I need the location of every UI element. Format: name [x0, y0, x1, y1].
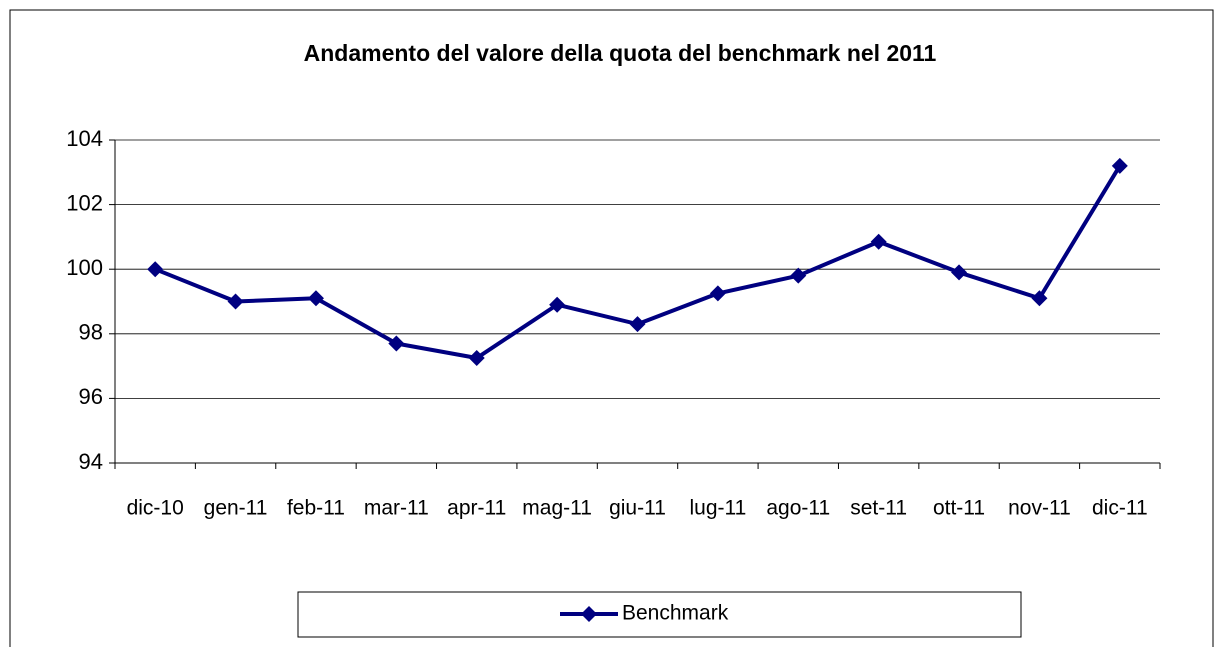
marker — [870, 233, 887, 250]
x-tick-label: nov-11 — [1008, 497, 1071, 520]
x-tick-label: apr-11 — [447, 497, 506, 520]
x-tick-label: lug-11 — [689, 497, 746, 520]
x-tick-label: gen-11 — [204, 497, 268, 520]
y-tick-label: 100 — [66, 255, 103, 280]
marker — [227, 293, 244, 310]
x-tick-label: dic-11 — [1092, 497, 1148, 520]
marker — [790, 267, 807, 284]
marker — [1031, 290, 1048, 307]
legend-marker — [581, 606, 597, 622]
y-tick-label: 102 — [66, 190, 103, 215]
marker — [147, 261, 164, 278]
legend-box — [297, 591, 1022, 638]
marker — [549, 296, 566, 313]
chart-title: Andamento del valore della quota del ben… — [304, 40, 937, 66]
legend-label: Benchmark — [622, 602, 729, 625]
x-tick-label: mag-11 — [522, 497, 592, 520]
marker — [951, 264, 968, 281]
x-tick-label: feb-11 — [287, 497, 345, 520]
y-tick-label: 94 — [79, 449, 103, 474]
marker — [1111, 157, 1128, 174]
x-tick-label: ago-11 — [766, 497, 830, 520]
x-tick-label: mar-11 — [364, 497, 429, 520]
y-tick-label: 98 — [79, 320, 103, 345]
marker — [468, 350, 485, 367]
x-tick-label: ott-11 — [933, 497, 985, 520]
x-tick-label: set-11 — [850, 497, 907, 520]
marker — [709, 285, 726, 302]
y-tick-label: 96 — [79, 384, 103, 409]
marker — [388, 335, 405, 352]
y-tick-label: 104 — [66, 126, 103, 151]
x-tick-label: giu-11 — [609, 497, 666, 520]
chart-border — [9, 9, 1214, 647]
x-tick-label: dic-10 — [127, 497, 184, 520]
marker — [629, 316, 646, 333]
marker — [307, 290, 324, 307]
